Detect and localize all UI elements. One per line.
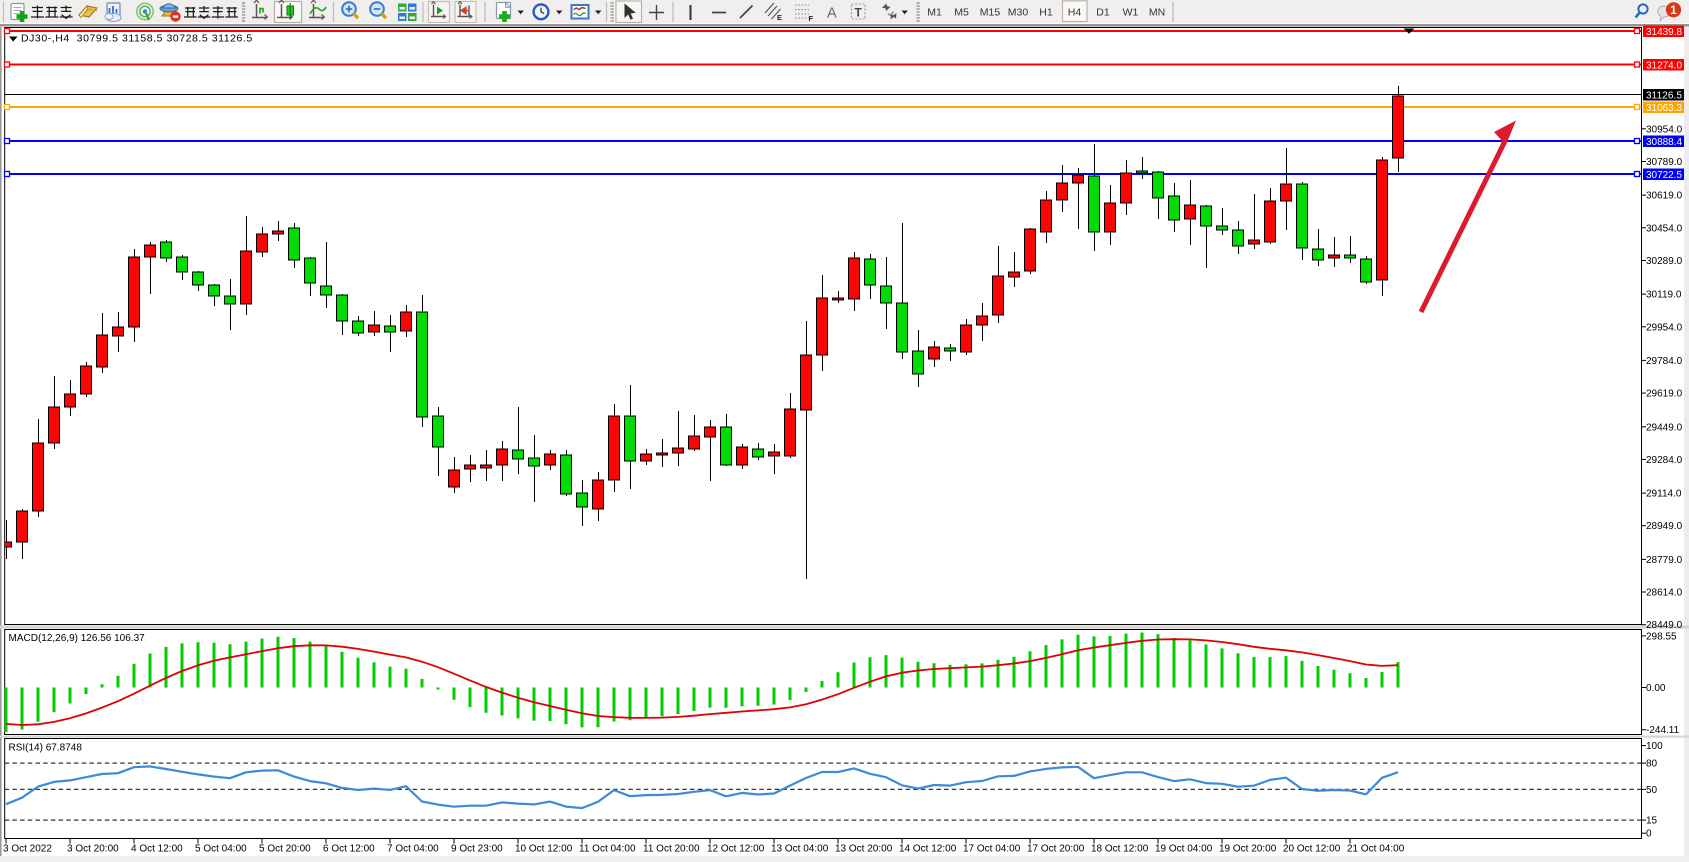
svg-text:21 Oct 04:00: 21 Oct 04:00 [1347, 843, 1405, 854]
svg-text:13 Oct 20:00: 13 Oct 20:00 [835, 843, 893, 854]
svg-text:H4: H4 [1068, 7, 1082, 19]
svg-text:9 Oct 23:00: 9 Oct 23:00 [451, 843, 503, 854]
svg-text:W1: W1 [1123, 7, 1139, 19]
svg-text:100: 100 [1646, 741, 1663, 752]
svg-text:18 Oct 12:00: 18 Oct 12:00 [1091, 843, 1149, 854]
svg-text:31063.3: 31063.3 [1646, 103, 1682, 114]
svg-text:31274.0: 31274.0 [1646, 60, 1682, 71]
svg-text:15: 15 [1646, 816, 1658, 827]
svg-text:DJ30-,H4 30799.5 31158.5 3072: DJ30-,H4 30799.5 31158.5 30728.5 31126.5 [21, 32, 253, 44]
svg-text:E: E [777, 13, 782, 22]
svg-text:3 Oct 20:00: 3 Oct 20:00 [67, 843, 119, 854]
svg-text:MACD(12,26,9) 126.56 106.37: MACD(12,26,9) 126.56 106.37 [9, 633, 146, 644]
svg-text:F: F [809, 14, 814, 23]
svg-text:29114.0: 29114.0 [1646, 489, 1682, 500]
svg-text:80: 80 [1646, 759, 1658, 770]
svg-text:30722.5: 30722.5 [1646, 170, 1682, 181]
svg-text:5 Oct 20:00: 5 Oct 20:00 [259, 843, 311, 854]
svg-text:30619.0: 30619.0 [1646, 191, 1683, 202]
svg-text:28949.0: 28949.0 [1646, 521, 1683, 532]
svg-text:11 Oct 04:00: 11 Oct 04:00 [579, 843, 636, 854]
svg-text:31439.8: 31439.8 [1646, 27, 1682, 38]
svg-text:298.55: 298.55 [1646, 631, 1677, 642]
svg-text:29954.0: 29954.0 [1646, 322, 1683, 333]
svg-text:17 Oct 20:00: 17 Oct 20:00 [1027, 843, 1085, 854]
svg-text:A: A [827, 6, 837, 22]
svg-text:29784.0: 29784.0 [1646, 356, 1683, 367]
svg-text:4 Oct 12:00: 4 Oct 12:00 [131, 843, 183, 854]
svg-text:30289.0: 30289.0 [1646, 256, 1683, 267]
svg-text:10 Oct 12:00: 10 Oct 12:00 [515, 843, 573, 854]
svg-text:D1: D1 [1096, 7, 1110, 19]
svg-text:30454.0: 30454.0 [1646, 223, 1683, 234]
svg-text:5 Oct 04:00: 5 Oct 04:00 [195, 843, 247, 854]
svg-text:1: 1 [1670, 5, 1677, 17]
svg-text:29284.0: 29284.0 [1646, 455, 1683, 466]
svg-text:17 Oct 04:00: 17 Oct 04:00 [963, 843, 1021, 854]
svg-text:RSI(14) 67.8748: RSI(14) 67.8748 [9, 743, 83, 754]
svg-text:19 Oct 20:00: 19 Oct 20:00 [1219, 843, 1277, 854]
svg-text:T: T [855, 6, 863, 20]
svg-text:M1: M1 [927, 7, 942, 19]
svg-text:MN: MN [1149, 7, 1165, 19]
svg-text:30789.0: 30789.0 [1646, 157, 1683, 168]
svg-text:28779.0: 28779.0 [1646, 555, 1683, 566]
svg-text:29619.0: 29619.0 [1646, 389, 1683, 400]
svg-text:19 Oct 04:00: 19 Oct 04:00 [1155, 843, 1213, 854]
svg-text:50: 50 [1646, 785, 1658, 796]
svg-text:30888.4: 30888.4 [1646, 137, 1682, 148]
svg-text:13 Oct 04:00: 13 Oct 04:00 [771, 843, 829, 854]
svg-text:28449.0: 28449.0 [1646, 620, 1683, 631]
svg-text:12 Oct 12:00: 12 Oct 12:00 [707, 843, 765, 854]
svg-text:3 Oct 2022: 3 Oct 2022 [3, 843, 52, 854]
svg-text:31126.5: 31126.5 [1646, 90, 1682, 101]
svg-text:M5: M5 [954, 7, 969, 19]
svg-text:11 Oct 20:00: 11 Oct 20:00 [643, 843, 700, 854]
svg-text:30954.0: 30954.0 [1646, 124, 1683, 135]
svg-text:0: 0 [1646, 829, 1652, 840]
svg-text:14 Oct 12:00: 14 Oct 12:00 [899, 843, 957, 854]
svg-text:H1: H1 [1039, 7, 1053, 19]
svg-text:-244.11: -244.11 [1646, 725, 1680, 736]
svg-text:29449.0: 29449.0 [1646, 422, 1683, 433]
svg-text:M15: M15 [980, 7, 1001, 19]
svg-text:0.00: 0.00 [1646, 683, 1666, 694]
svg-text:6 Oct 12:00: 6 Oct 12:00 [323, 843, 375, 854]
svg-text:30119.0: 30119.0 [1646, 290, 1682, 301]
svg-text:M30: M30 [1008, 7, 1029, 19]
svg-text:28614.0: 28614.0 [1646, 588, 1683, 599]
svg-text:7 Oct 04:00: 7 Oct 04:00 [387, 843, 439, 854]
svg-text:20 Oct 12:00: 20 Oct 12:00 [1283, 843, 1341, 854]
